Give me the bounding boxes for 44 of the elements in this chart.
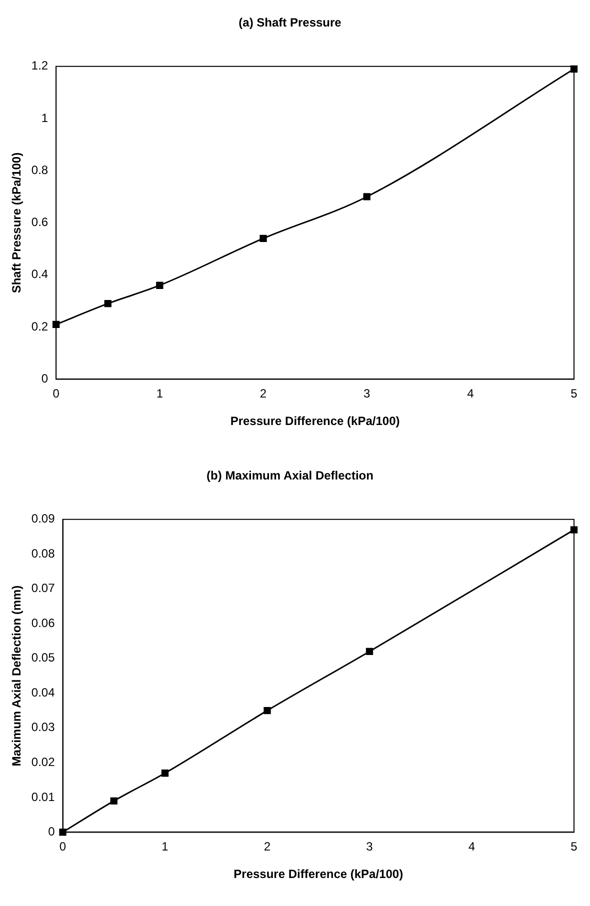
x-tick-label: 1: [162, 840, 169, 854]
x-tick-label: 2: [264, 840, 271, 854]
y-tick-label: 1.2: [31, 58, 48, 73]
x-tick-label: 3: [363, 386, 370, 401]
x-tick-label: 1: [156, 386, 164, 401]
y-tick-label: 0.8: [31, 162, 48, 177]
point: [110, 797, 118, 804]
y-tick-label: 0.04: [31, 685, 56, 700]
x-tick-label: 4: [467, 386, 474, 401]
y-tick-label: 1: [41, 110, 48, 125]
point: [570, 526, 578, 534]
y-tick-label: 0.01: [31, 790, 56, 804]
x-axis-title: Pressure Difference (kPa/100): [234, 867, 404, 882]
x-tick-label: 5: [570, 386, 578, 401]
y-axis-title: Shaft Pressure (kPa/100): [10, 152, 24, 294]
x-tick-label: 2: [260, 386, 267, 401]
y-tick-label: 0.4: [31, 267, 48, 282]
point: [161, 770, 169, 777]
y-axis-title: Maximum Axial Deflection (mm): [10, 585, 24, 766]
y-tick-label: 0.02: [31, 755, 56, 769]
y-tick-label: 0.08: [31, 546, 56, 560]
y-tick-label: 0.05: [31, 650, 56, 665]
chart-title: (b) Maximum Axial Deflection: [206, 468, 374, 483]
y-tick-label: 0: [41, 372, 48, 386]
point: [363, 193, 370, 200]
point: [156, 282, 164, 289]
y-tick-label: 0.06: [31, 616, 56, 630]
y-tick-label: 0: [48, 824, 56, 839]
x-tick-label: 5: [570, 840, 578, 854]
point: [264, 706, 271, 714]
y-tick-label: 0.2: [31, 319, 48, 334]
point: [260, 234, 267, 242]
y-tick-label: 0.09: [31, 512, 56, 526]
x-tick-label: 4: [468, 840, 476, 854]
point: [104, 300, 112, 308]
x-tick-label: 0: [59, 840, 66, 854]
y-tick-label: 0.03: [31, 720, 56, 734]
x-tick-label: 3: [366, 840, 374, 854]
x-axis-title: Pressure Difference (kPa/100): [230, 414, 400, 428]
chart-title: (a) Shaft Pressure: [238, 16, 342, 30]
point: [59, 828, 66, 836]
y-tick-label: 0.07: [31, 581, 56, 596]
point: [366, 648, 374, 656]
y-tick-label: 0.6: [31, 215, 48, 230]
